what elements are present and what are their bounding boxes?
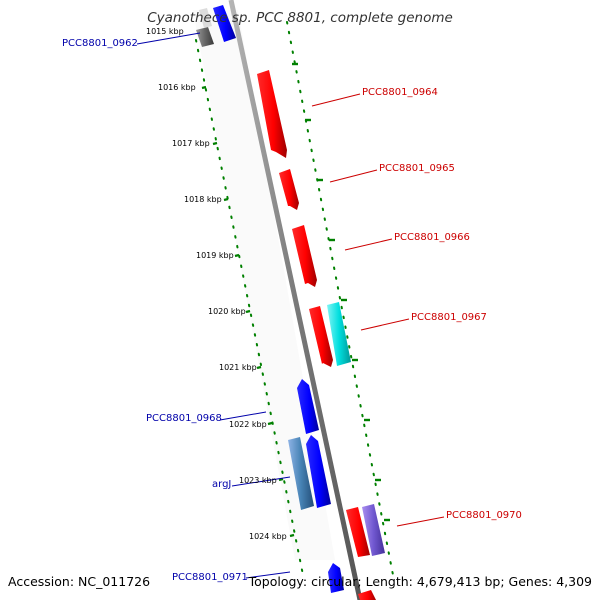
genome-summary-text: Topology: circular; Length: 4,679,413 bp… <box>248 574 592 589</box>
gene-arrow-0962[interactable] <box>196 5 236 47</box>
gene-label[interactable]: PCC8801_0966 <box>394 232 470 243</box>
gene-label[interactable]: PCC8801_0967 <box>411 312 487 323</box>
position-label: 1019 kbp <box>196 251 234 260</box>
gene-arrow-steelblue[interactable] <box>288 437 314 510</box>
gene-label[interactable]: PCC8801_0965 <box>379 163 455 174</box>
outer-ruler <box>286 21 394 576</box>
gene-arrow-0970-purple[interactable] <box>362 504 385 556</box>
position-label: 1024 kbp <box>249 532 287 541</box>
gene-arrow-0968[interactable] <box>297 379 319 434</box>
position-label: 1015 kbp <box>146 27 184 36</box>
gene-label[interactable]: PCC8801_0964 <box>362 87 438 98</box>
ruler-major-ticks <box>201 62 390 538</box>
gene-arrow-0970-red[interactable] <box>346 507 370 557</box>
position-label: 1017 kbp <box>172 139 210 148</box>
gene-arrow-0967-red[interactable] <box>309 306 333 367</box>
position-label: 1016 kbp <box>158 83 196 92</box>
gene-arrow-0964[interactable] <box>257 70 287 158</box>
position-label: 1023 kbp <box>239 476 277 485</box>
gene-arrow-0967-cyan[interactable] <box>327 302 351 366</box>
gene-label[interactable]: argJ <box>212 479 232 490</box>
position-label: 1018 kbp <box>184 195 222 204</box>
position-label: 1021 kbp <box>219 363 257 372</box>
gene-label[interactable]: PCC8801_0970 <box>446 510 522 521</box>
page-title: Cyanothece sp. PCC 8801, complete genome <box>147 10 453 26</box>
gene-arrow-0966[interactable] <box>292 225 317 287</box>
accession-text: Accession: NC_011726 <box>8 574 151 589</box>
gene-arrow-bottom-red[interactable] <box>358 590 376 600</box>
genome-backbone <box>228 0 363 600</box>
gene-arrow-0971[interactable] <box>328 563 344 593</box>
gene-label[interactable]: PCC8801_0968 <box>146 413 222 424</box>
gene-arrow-0965[interactable] <box>279 169 299 210</box>
track-bands <box>193 10 335 560</box>
gene-label[interactable]: PCC8801_0962 <box>62 38 138 49</box>
position-label: 1020 kbp <box>208 307 246 316</box>
position-label: 1022 kbp <box>229 420 267 429</box>
leader-lines <box>136 32 445 579</box>
inner-ruler <box>195 39 304 576</box>
gene-arrow-argJ[interactable] <box>306 435 331 508</box>
gene-label[interactable]: PCC8801_0971 <box>172 572 248 583</box>
